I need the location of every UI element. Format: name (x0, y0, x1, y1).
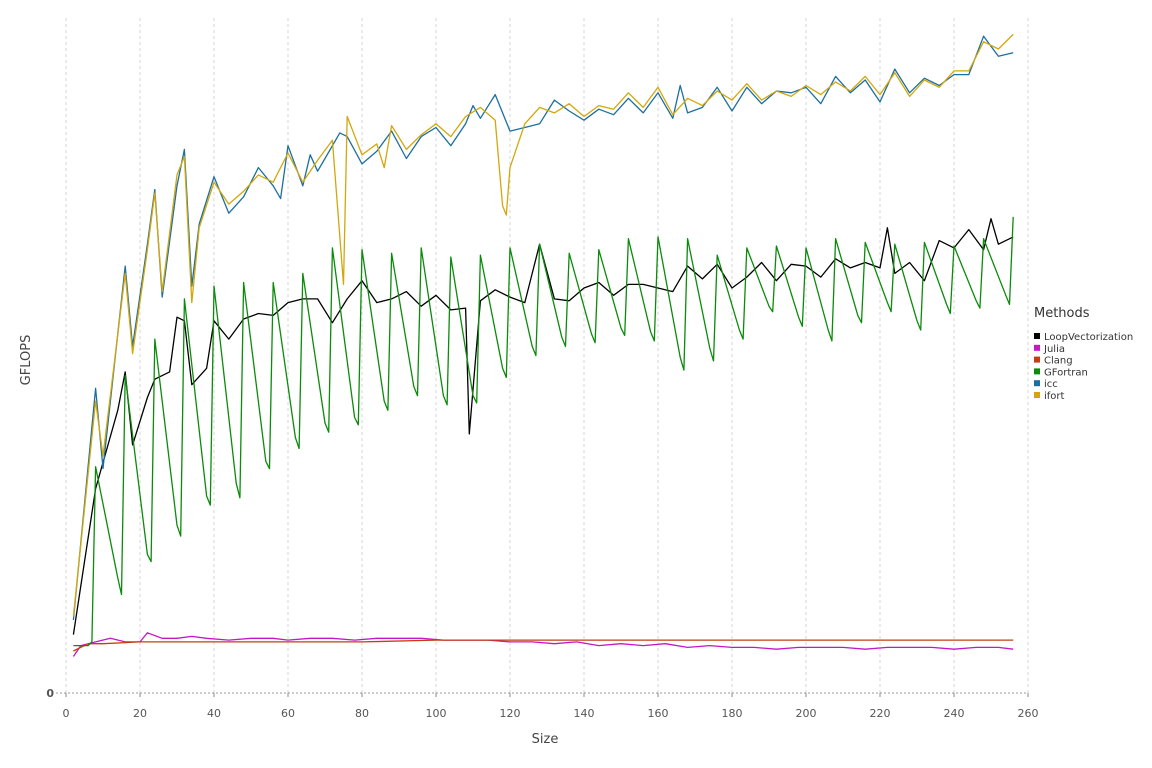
x-tick-label: 200 (796, 707, 817, 720)
series-group (72, 33, 1014, 657)
legend-swatch-gfortran (1034, 368, 1040, 375)
legend-label-gfortran: GFortran (1044, 367, 1088, 378)
x-tick-label: 140 (574, 707, 595, 720)
x-tick-label: 100 (426, 707, 447, 720)
legend-label-clang: Clang (1044, 356, 1073, 367)
legend-label-icc: icc (1044, 379, 1058, 390)
x-tick-label: 180 (722, 707, 743, 720)
legend: Methods LoopVectorizationJuliaClangGFort… (1034, 306, 1133, 402)
y-axis-label: GFLOPS (19, 335, 34, 386)
x-tick-label: 160 (648, 707, 669, 720)
legend-items: LoopVectorizationJuliaClangGFortraniccif… (1034, 332, 1133, 402)
grid (65, 18, 1029, 693)
legend-label-loopvectorization: LoopVectorization (1044, 332, 1133, 343)
legend-swatch-julia (1034, 344, 1040, 351)
legend-title: Methods (1034, 306, 1090, 321)
legend-swatch-clang (1034, 356, 1040, 363)
series-line-ifort (72, 33, 1014, 617)
x-tick-label: 260 (1018, 707, 1039, 720)
axes: 0 20 40 60 80 100 120 140 160 180 200 220 240 260 0 (46, 687, 1038, 720)
x-tick-label: 220 (870, 707, 891, 720)
series-line-loopvectorization (72, 218, 1014, 635)
legend-swatch-icc (1034, 380, 1040, 387)
series-line-clang (73, 639, 1014, 652)
legend-label-julia: Julia (1043, 344, 1065, 355)
x-tick-label: 240 (944, 707, 965, 720)
x-tick-label: 80 (355, 707, 369, 720)
legend-swatch-loopvectorization (1034, 333, 1040, 339)
series-line-icc (72, 35, 1014, 621)
x-tick-label: 120 (500, 707, 521, 720)
y-tick-label: 0 (46, 687, 54, 700)
x-tick-label: 20 (133, 707, 147, 720)
legend-label-ifort: ifort (1044, 391, 1065, 402)
x-tick-label: 60 (281, 707, 295, 720)
legend-swatch-ifort (1034, 392, 1040, 398)
series-line-gfortran (73, 216, 1014, 647)
x-tick-label: 40 (207, 707, 221, 720)
series-line-julia (72, 632, 1014, 657)
x-tick-label: 0 (63, 707, 70, 720)
x-axis-label: Size (532, 732, 559, 747)
